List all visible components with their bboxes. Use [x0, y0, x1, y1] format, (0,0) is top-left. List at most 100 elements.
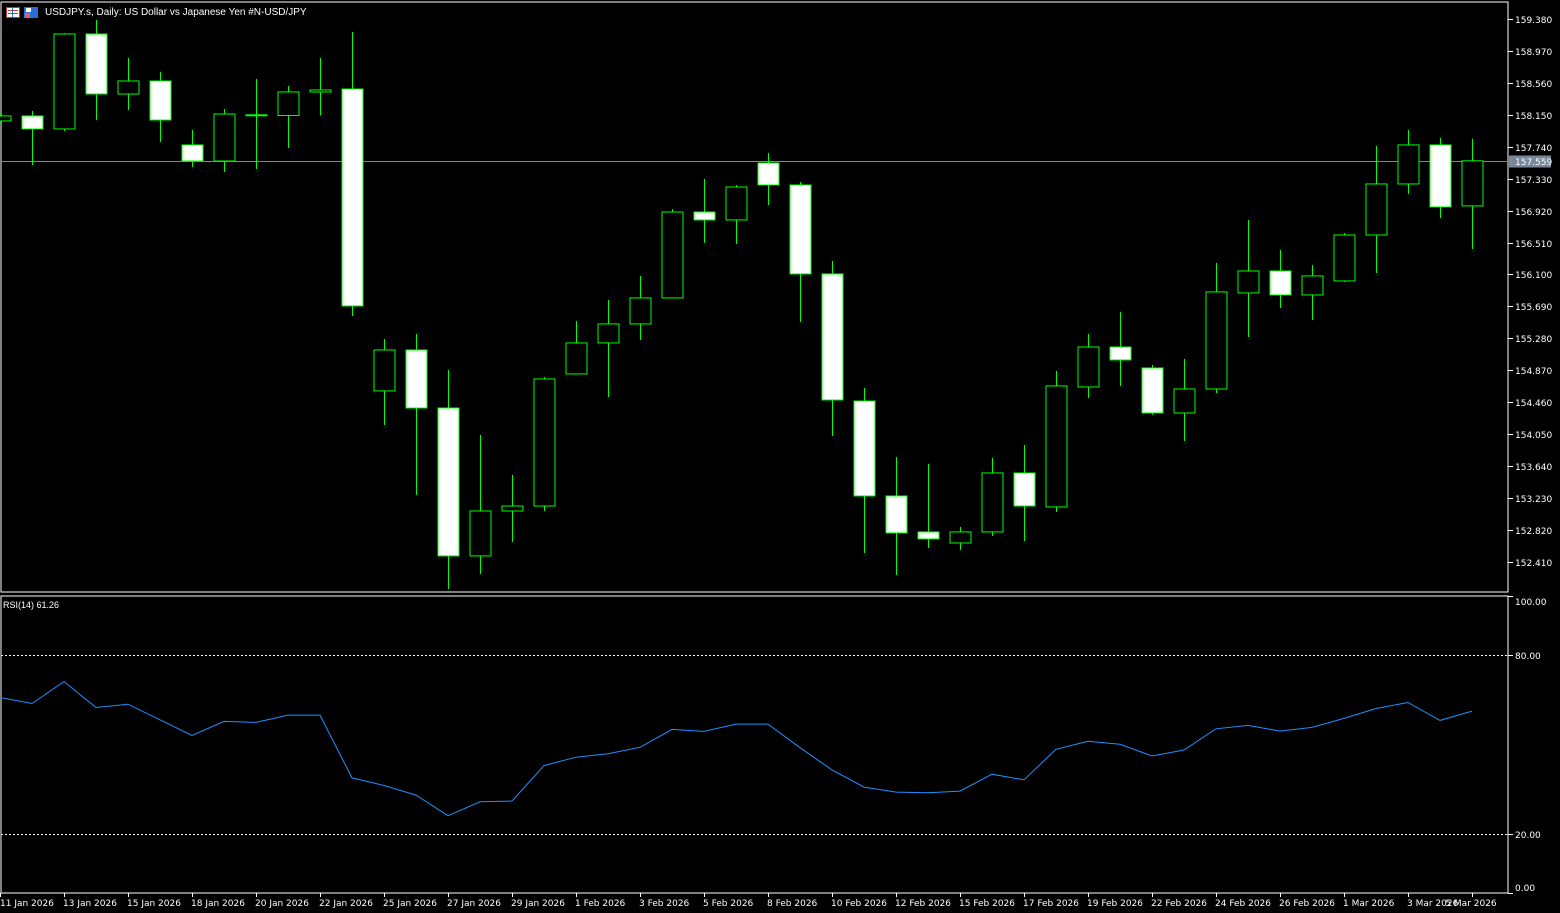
bull-candle-body — [245, 114, 268, 117]
bull-candle-body — [469, 510, 492, 557]
bull-candle-body — [725, 186, 748, 221]
price-tick-label: 154.870 — [1515, 367, 1552, 377]
bull-candle-body — [1237, 270, 1260, 294]
bull-candle-body — [309, 89, 332, 93]
price-tick-label: 156.920 — [1515, 208, 1552, 218]
price-tick-label: 154.050 — [1515, 431, 1552, 441]
bear-candle-body — [1109, 346, 1132, 361]
rsi-tick-label: 20.00 — [1515, 831, 1541, 841]
date-tick-label: 18 Jan 2026 — [191, 899, 245, 909]
price-tick-label: 158.970 — [1515, 48, 1552, 58]
bull-candle-body — [0, 115, 12, 122]
bear-candle-body — [149, 80, 172, 121]
price-tick-label: 158.150 — [1515, 112, 1552, 122]
bull-candle-body — [565, 342, 588, 375]
bear-candle-body — [181, 144, 204, 162]
bear-candle-body — [1429, 144, 1452, 208]
bull-candle-body — [629, 297, 652, 325]
bull-candle-body — [1365, 183, 1388, 236]
bear-candle-body — [757, 162, 780, 186]
bull-candle-body — [373, 349, 396, 392]
bull-candle-body — [1077, 346, 1100, 388]
bear-candle-body — [341, 88, 364, 307]
bull-candle-body — [597, 323, 620, 344]
bull-candle-body — [949, 531, 972, 544]
price-tick-label: 153.640 — [1515, 463, 1552, 473]
date-tick-label: 15 Feb 2026 — [959, 899, 1015, 909]
bear-candle-body — [885, 495, 908, 534]
bull-candle-body — [117, 80, 140, 95]
bear-candle-body — [693, 211, 716, 221]
date-tick-label: 26 Feb 2026 — [1279, 899, 1335, 909]
price-tick-label: 152.820 — [1515, 527, 1552, 537]
current-price-label: 157.559 — [1515, 158, 1552, 168]
bear-candle-body — [853, 400, 876, 497]
chart-title: USDJPY.s, Daily: US Dollar vs Japanese Y… — [45, 6, 307, 18]
price-tick-label: 155.690 — [1515, 303, 1552, 313]
rsi-indicator-label: RSI(14) 61.26 — [3, 600, 60, 610]
date-tick-label: 15 Jan 2026 — [127, 899, 181, 909]
bull-candle-body — [1301, 275, 1324, 296]
date-tick-label: 22 Jan 2026 — [319, 899, 373, 909]
price-tick-label: 155.280 — [1515, 335, 1552, 345]
date-tick-label: 24 Feb 2026 — [1215, 899, 1271, 909]
rsi-tick-label: 100.00 — [1515, 598, 1547, 608]
chart-header: USDJPY.s, Daily: US Dollar vs Japanese Y… — [6, 5, 307, 19]
symbol-list-icon[interactable] — [6, 6, 20, 18]
date-tick-label: 10 Feb 2026 — [831, 899, 887, 909]
date-tick-label: 27 Jan 2026 — [447, 899, 501, 909]
current-price-badge — [1509, 155, 1551, 168]
price-tick-label: 153.230 — [1515, 495, 1552, 505]
date-tick-label: 5 Mar 2026 — [1445, 899, 1497, 909]
date-tick-label: 11 Jan 2026 — [0, 899, 54, 909]
bull-candle-body — [1397, 144, 1420, 185]
date-tick-label: 3 Mar 2026 — [1407, 899, 1459, 909]
bear-candle-body — [85, 33, 108, 95]
price-tick-label: 156.510 — [1515, 240, 1552, 250]
bear-candle-body — [405, 349, 428, 409]
rsi-pane-frame — [0, 595, 1509, 894]
date-tick-label: 20 Jan 2026 — [255, 899, 309, 909]
bear-candle-body — [1013, 472, 1036, 507]
price-tick-label: 152.410 — [1515, 559, 1552, 569]
date-tick-label: 1 Feb 2026 — [575, 899, 626, 909]
rsi-line — [0, 680, 1473, 817]
bull-candle-body — [533, 378, 556, 507]
price-tick-label: 159.380 — [1515, 16, 1552, 26]
bull-candle-body — [501, 505, 524, 512]
date-tick-label: 25 Jan 2026 — [383, 899, 437, 909]
date-tick-label: 12 Feb 2026 — [895, 899, 951, 909]
bull-candle-body — [1205, 291, 1228, 390]
bear-candle-body — [821, 273, 844, 401]
date-tick-label: 1 Mar 2026 — [1343, 899, 1395, 909]
price-tick-label: 157.330 — [1515, 176, 1552, 186]
save-template-icon[interactable] — [24, 6, 38, 18]
bull-candle-body — [53, 33, 76, 130]
bull-candle-body — [981, 472, 1004, 533]
bull-candle-body — [661, 211, 684, 299]
date-tick-label: 19 Feb 2026 — [1087, 899, 1143, 909]
price-tick-label: 156.100 — [1515, 271, 1552, 281]
bear-candle-body — [1141, 367, 1164, 414]
date-tick-label: 29 Jan 2026 — [511, 899, 565, 909]
price-tick-label: 157.740 — [1515, 144, 1552, 154]
date-tick-label: 22 Feb 2026 — [1151, 899, 1207, 909]
bear-candle-body — [917, 531, 940, 540]
bull-candle-body — [1045, 385, 1068, 508]
bull-candle-body — [213, 113, 236, 162]
date-tick-label: 8 Feb 2026 — [767, 899, 818, 909]
bull-candle-body — [1461, 160, 1484, 207]
bear-candle-body — [437, 407, 460, 557]
rsi-tick-label: 0.00 — [1515, 884, 1535, 894]
date-tick-label: 17 Feb 2026 — [1023, 899, 1079, 909]
bull-candle-body — [1333, 234, 1356, 282]
bull-candle-body — [1173, 388, 1196, 414]
main-pane-frame — [0, 1, 1509, 593]
date-tick-label: 5 Feb 2026 — [703, 899, 754, 909]
bear-candle-body — [789, 184, 812, 275]
price-tick-label: 154.460 — [1515, 399, 1552, 409]
rsi-tick-label: 80.00 — [1515, 652, 1541, 662]
price-tick-label: 158.560 — [1515, 80, 1552, 90]
date-tick-label: 3 Feb 2026 — [639, 899, 690, 909]
